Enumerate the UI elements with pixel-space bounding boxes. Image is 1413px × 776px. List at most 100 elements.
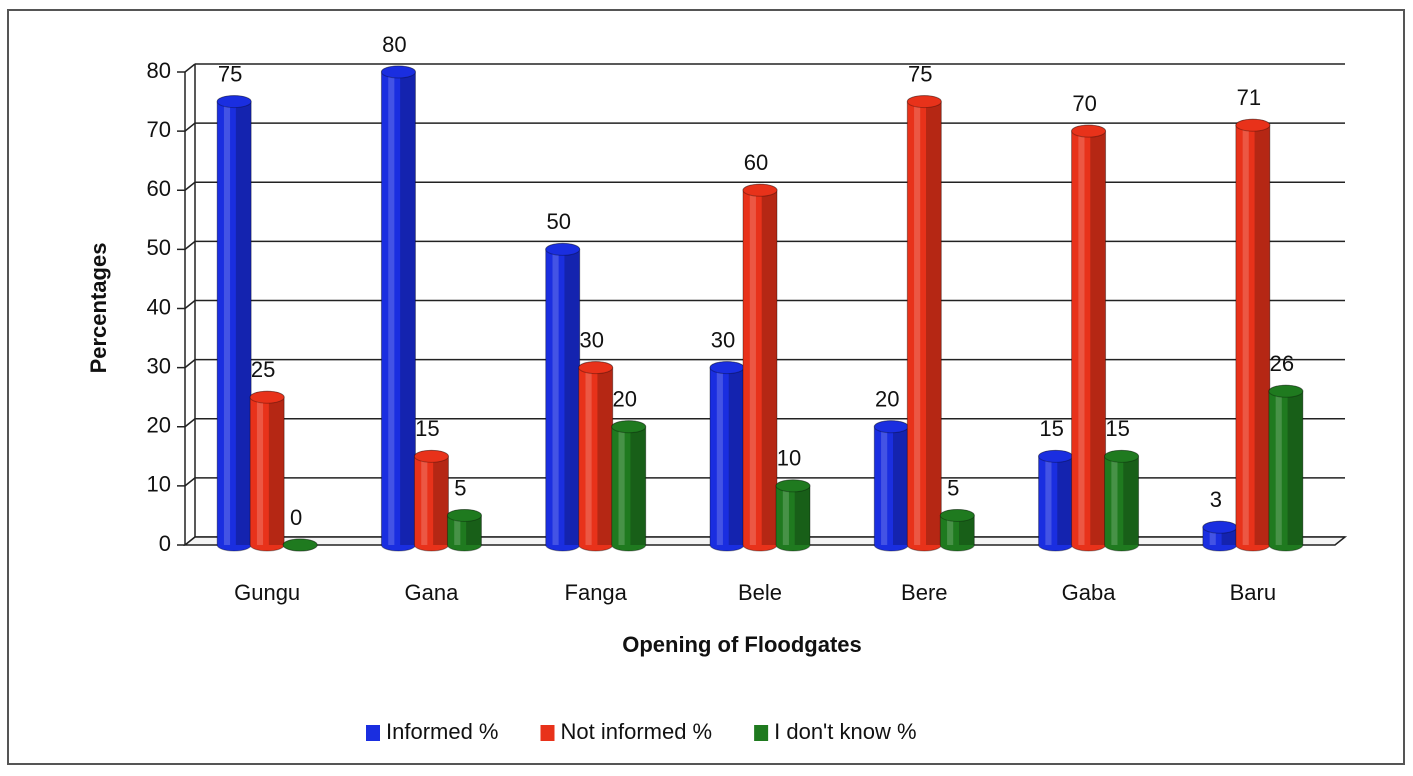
y-tick-label: 80: [147, 58, 171, 83]
bar-highlight: [716, 367, 723, 545]
bar-top: [545, 242, 581, 256]
x-tick-label: Bele: [738, 580, 782, 605]
data-label: 10: [777, 446, 801, 471]
data-label: 70: [1072, 91, 1096, 116]
data-label: 71: [1237, 85, 1261, 110]
legend-label: Not informed %: [561, 719, 713, 744]
bar-top: [216, 95, 252, 109]
bar-shade: [597, 367, 613, 545]
x-tick-label: Gungu: [234, 580, 300, 605]
x-tick-label: Gaba: [1062, 580, 1117, 605]
y-tick-label: 30: [147, 353, 171, 378]
bar-highlight: [618, 426, 625, 545]
bar-top: [1071, 124, 1107, 138]
bar-highlight: [585, 367, 592, 545]
x-axis-title: Opening of Floodgates: [622, 632, 862, 657]
grid-line-side: [184, 181, 196, 191]
bar-shade: [630, 426, 646, 545]
bar-shade: [564, 249, 580, 545]
bar-top: [873, 420, 909, 434]
bar-top: [380, 65, 416, 79]
bar-shade: [794, 485, 810, 545]
bar-shade: [925, 101, 942, 545]
bar-highlight: [1209, 527, 1216, 545]
bar-highlight: [421, 456, 428, 545]
legend-swatch: [366, 725, 380, 741]
bar-top: [446, 508, 482, 522]
data-label: 5: [454, 475, 466, 500]
grid-line-side: [184, 477, 196, 487]
y-tick-label: 0: [159, 531, 171, 556]
legend-swatch: [754, 725, 769, 741]
bar-highlight: [749, 190, 756, 545]
legend-swatch: [540, 725, 555, 741]
data-label: 50: [546, 209, 570, 234]
bar-top: [249, 390, 285, 404]
data-label: 30: [711, 327, 735, 352]
grid-line-side: [184, 122, 196, 132]
bar-top: [1202, 520, 1238, 534]
bar-shade: [235, 101, 252, 545]
data-label: 15: [415, 416, 439, 441]
bar-highlight: [881, 426, 888, 545]
bar-highlight: [914, 101, 921, 545]
legend-label: Informed %: [386, 719, 499, 744]
bar-shade: [1254, 125, 1270, 546]
data-label: 15: [1039, 416, 1063, 441]
data-label: 3: [1210, 487, 1222, 512]
bar-top: [413, 449, 449, 463]
bar-top: [611, 420, 647, 434]
bar-shade: [433, 456, 449, 545]
y-tick-label: 50: [147, 235, 171, 260]
y-tick-label: 10: [147, 472, 171, 497]
bar-shade: [1287, 391, 1303, 545]
bar-highlight: [454, 515, 461, 545]
bar-top: [742, 183, 778, 197]
data-label: 15: [1105, 416, 1129, 441]
bar-highlight: [1045, 456, 1052, 545]
y-tick-label: 70: [147, 117, 171, 142]
bar-highlight: [1078, 131, 1085, 545]
grid-line-side: [184, 418, 196, 428]
x-tick-label: Baru: [1230, 580, 1276, 605]
bar-top: [1104, 449, 1140, 463]
bar-highlight: [256, 397, 264, 545]
data-label: 20: [612, 387, 636, 412]
grid-line-side: [184, 299, 196, 310]
bar-top: [775, 479, 811, 493]
bar-highlight: [782, 485, 789, 545]
legend-label: I don't know %: [774, 719, 916, 744]
data-label: 60: [744, 150, 768, 175]
bar-shade: [1090, 131, 1106, 545]
data-label: 5: [947, 475, 959, 500]
bar-shade: [1057, 456, 1073, 545]
x-tick-label: Bere: [901, 580, 947, 605]
data-label: 25: [251, 357, 275, 382]
data-label: 30: [579, 327, 603, 352]
bar-shade: [268, 397, 285, 545]
bar-shade: [761, 190, 777, 545]
data-label: 75: [218, 61, 242, 86]
bar-top: [1038, 449, 1074, 463]
data-label: 75: [908, 61, 932, 86]
bar-highlight: [1242, 125, 1249, 546]
bar-shade: [728, 367, 744, 545]
x-tick-label: Gana: [405, 580, 460, 605]
bar-highlight: [1275, 391, 1282, 545]
bar-shade: [958, 515, 975, 545]
y-tick-label: 40: [147, 294, 171, 319]
y-tick-label: 20: [147, 413, 171, 438]
y-tick-label: 60: [147, 176, 171, 201]
bar-top: [709, 361, 745, 375]
grid-line-side: [184, 240, 196, 250]
bar-top: [282, 538, 318, 552]
bar-top: [1268, 384, 1304, 398]
grid-line-side: [184, 359, 196, 369]
bar-top: [578, 361, 614, 375]
data-label: 0: [290, 505, 302, 530]
data-label: 26: [1270, 351, 1294, 376]
bar-shade: [400, 72, 416, 545]
bar-highlight: [947, 515, 954, 545]
bar-highlight: [1111, 456, 1118, 545]
data-label: 20: [875, 387, 899, 412]
